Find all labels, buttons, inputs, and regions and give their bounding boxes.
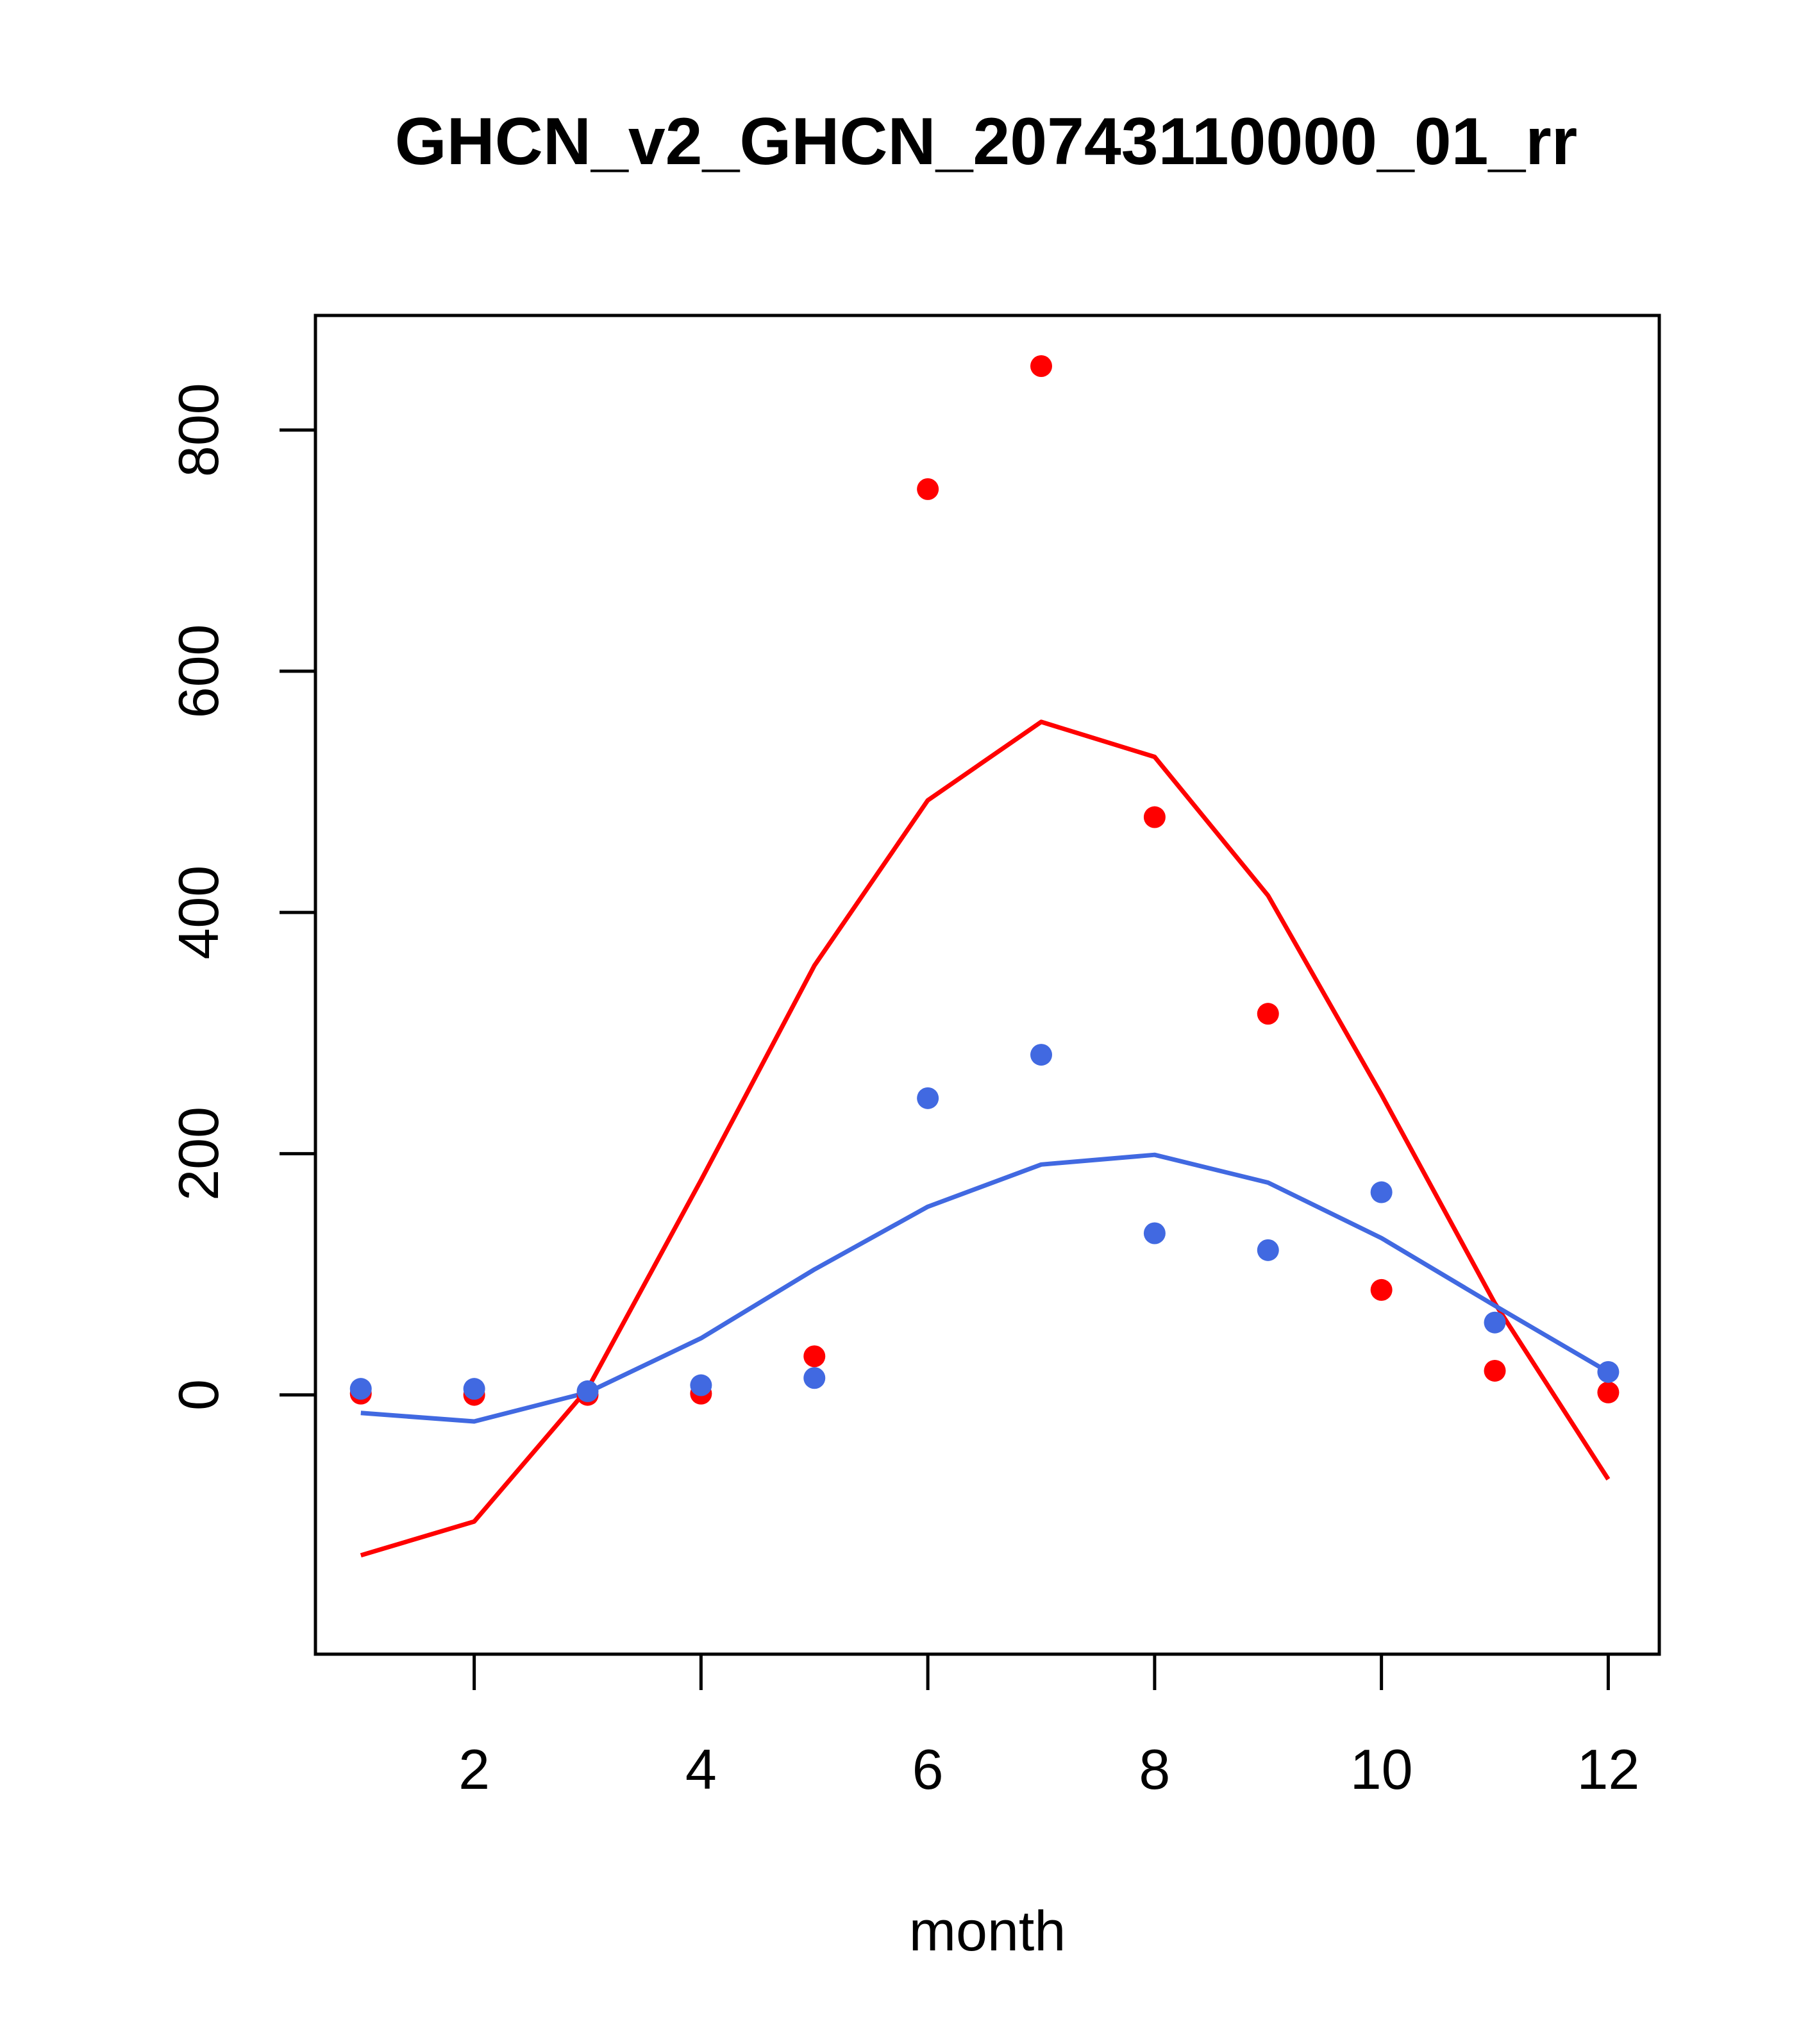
blue-points-point-11 xyxy=(1484,1311,1506,1334)
red-points-point-8 xyxy=(1143,806,1166,828)
blue-points-point-8 xyxy=(1143,1222,1166,1244)
series-layer xyxy=(349,355,1620,1558)
blue-points-point-7 xyxy=(1030,1044,1053,1066)
red-line-series xyxy=(360,719,1611,1558)
red-points-point-11 xyxy=(1484,1359,1506,1382)
x-tick-label-8: 8 xyxy=(1139,1738,1170,1801)
x-tick-label-4: 4 xyxy=(685,1738,717,1801)
blue-points-point-2 xyxy=(463,1378,485,1400)
x-axis-label: month xyxy=(909,1899,1066,1963)
y-tick-label-0: 0 xyxy=(167,1379,230,1411)
blue-points-point-10 xyxy=(1370,1181,1393,1203)
y-axis: 0 200 400 600 800 xyxy=(167,383,315,1411)
y-tick-label-800: 800 xyxy=(167,383,230,477)
blue-points-point-9 xyxy=(1257,1239,1279,1261)
red-points-point-7 xyxy=(1030,355,1053,378)
blue-points-point-4 xyxy=(690,1374,712,1396)
red-points-point-6 xyxy=(917,478,939,500)
y-tick-label-600: 600 xyxy=(167,624,230,719)
blue-points-point-12 xyxy=(1597,1361,1620,1383)
plot-frame xyxy=(314,314,1661,1656)
blue-points-point-6 xyxy=(917,1087,939,1109)
red-points-point-9 xyxy=(1257,1003,1279,1025)
blue-points-point-3 xyxy=(576,1380,599,1402)
x-tick-label-6: 6 xyxy=(912,1738,944,1801)
blue-points-point-5 xyxy=(803,1367,826,1389)
y-tick-label-200: 200 xyxy=(167,1107,230,1201)
x-tick-label-10: 10 xyxy=(1350,1738,1413,1801)
blue-line-series xyxy=(360,1152,1610,1424)
red-points-point-12 xyxy=(1597,1381,1620,1403)
red-points-point-5 xyxy=(803,1345,826,1368)
x-tick-label-2: 2 xyxy=(458,1738,490,1801)
x-axis: 2 4 6 8 10 12 xyxy=(458,1654,1639,1801)
blue-points-point-1 xyxy=(349,1378,372,1400)
red-points-point-10 xyxy=(1370,1278,1393,1301)
chart-title: GHCN_v2_GHCN_20743110000_01_rr xyxy=(395,105,1577,179)
y-tick-label-400: 400 xyxy=(167,866,230,960)
x-tick-label-12: 12 xyxy=(1577,1738,1639,1801)
